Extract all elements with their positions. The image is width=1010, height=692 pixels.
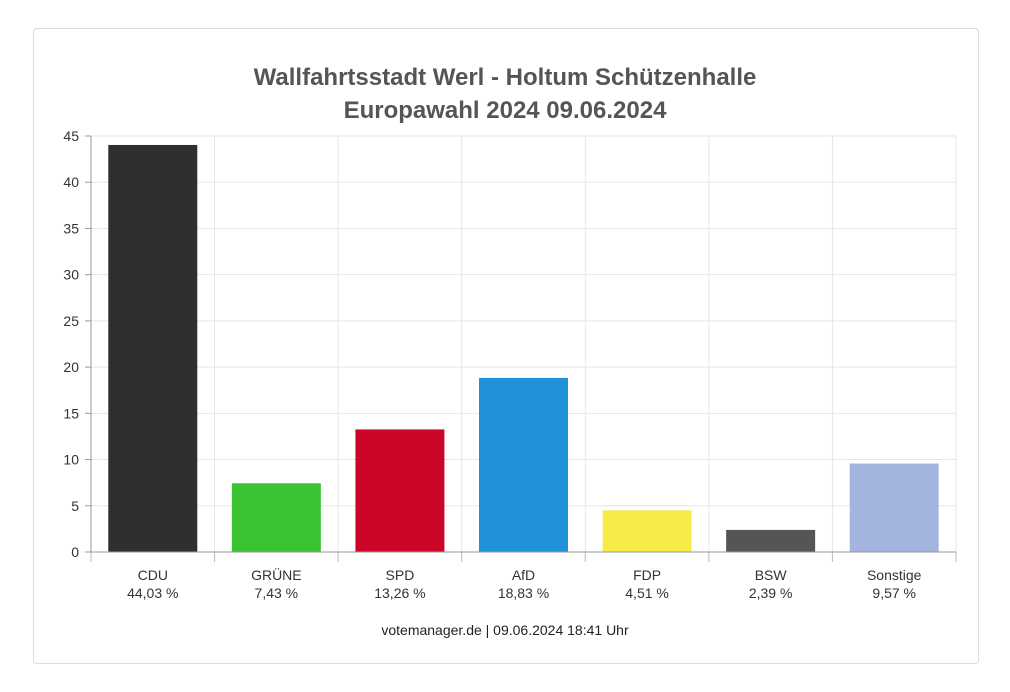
y-tick-label: 40 <box>63 174 79 190</box>
y-tick-label: 35 <box>63 220 79 236</box>
bar-cdu <box>108 144 198 553</box>
x-tick-label: BSW <box>755 567 788 583</box>
chart-footer: votemanager.de | 09.06.2024 18:41 Uhr <box>381 622 629 638</box>
bar-value-label: 18,83 % <box>498 585 549 601</box>
x-tick-label: AfD <box>512 567 535 583</box>
bar-value-label: 9,57 % <box>872 585 916 601</box>
y-tick-label: 15 <box>63 405 79 421</box>
bar-sonstige <box>849 463 939 552</box>
y-tick-label: 0 <box>71 544 79 560</box>
bar-value-label: 2,39 % <box>749 585 793 601</box>
y-tick-label: 30 <box>63 267 79 283</box>
x-tick-label: GRÜNE <box>251 566 302 583</box>
bar-afd <box>479 377 568 552</box>
bar-bsw <box>726 529 816 552</box>
y-tick-label: 20 <box>63 359 79 375</box>
bar-value-label: 44,03 % <box>127 585 178 601</box>
y-tick-label: 25 <box>63 313 79 329</box>
bar-value-label: 7,43 % <box>255 585 299 601</box>
y-tick-label: 45 <box>63 128 79 144</box>
y-tick-label: 10 <box>63 452 79 468</box>
y-tick-label: 5 <box>71 498 79 514</box>
bar-grüne <box>231 483 321 552</box>
bar-spd <box>355 429 445 552</box>
bar-value-label: 4,51 % <box>625 585 669 601</box>
x-tick-label: FDP <box>633 567 661 583</box>
chart-title: Wallfahrtsstadt Werl - Holtum Schützenha… <box>253 64 757 91</box>
x-tick-label: SPD <box>386 567 415 583</box>
bar-fdp <box>602 510 692 552</box>
x-tick-label: CDU <box>138 567 168 583</box>
bar-value-label: 13,26 % <box>374 585 425 601</box>
x-tick-label: Sonstige <box>867 567 922 583</box>
chart-subtitle: Europawahl 2024 09.06.2024 <box>343 97 667 124</box>
